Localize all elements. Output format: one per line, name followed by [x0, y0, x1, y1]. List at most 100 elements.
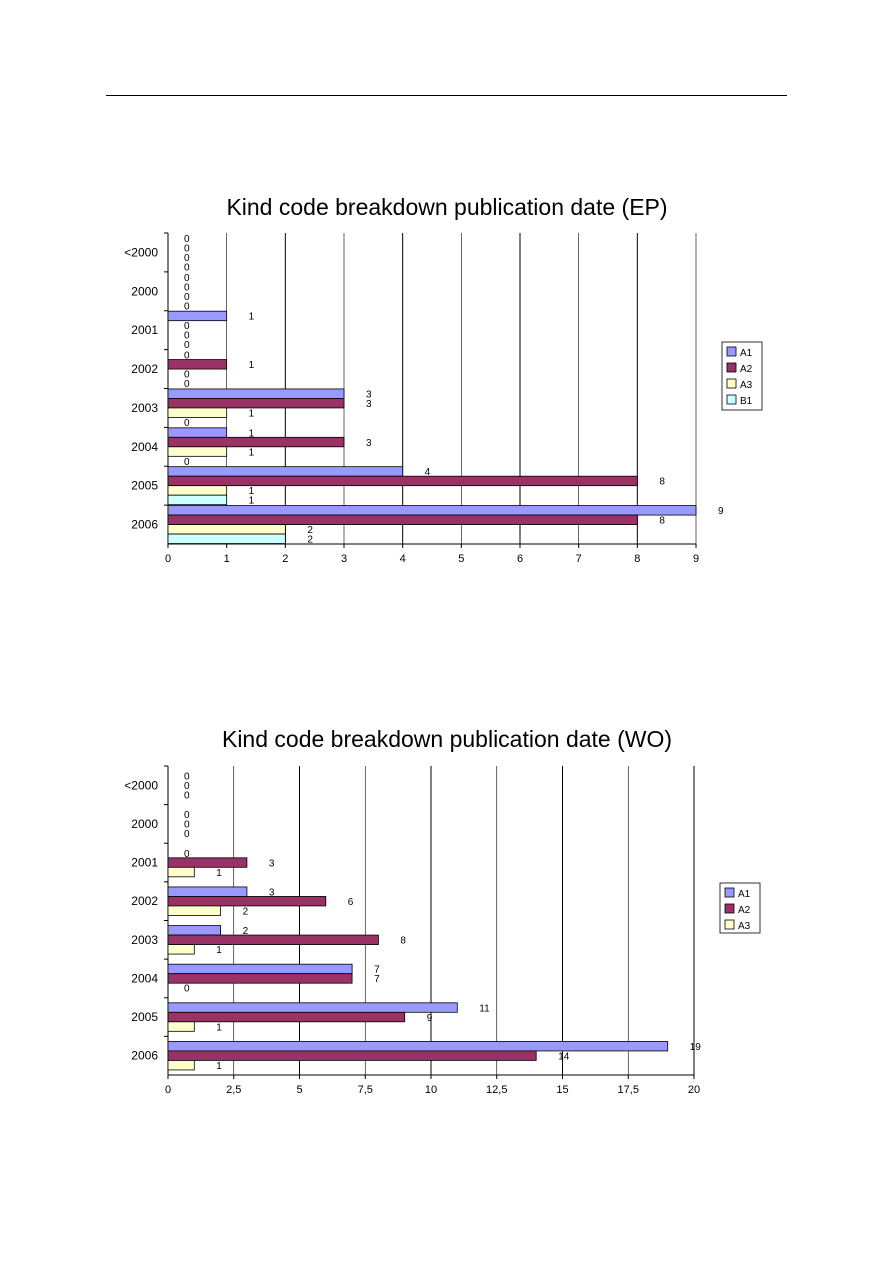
category-label: 2006 — [131, 518, 158, 532]
data-label: 1 — [249, 312, 255, 323]
bar-a2 — [167, 896, 327, 907]
category-label: 2004 — [131, 440, 158, 454]
bar-a2 — [167, 398, 345, 409]
data-label: 4 — [425, 467, 431, 478]
data-label: 1 — [216, 945, 222, 956]
bar-a3 — [167, 446, 228, 457]
category-label: 2001 — [131, 856, 158, 870]
legend-label: A3 — [738, 921, 751, 932]
data-label: 0 — [184, 418, 190, 429]
legend-swatch-a1 — [726, 346, 737, 357]
x-tick-label: 3 — [341, 553, 347, 565]
category-label: 2006 — [131, 1049, 158, 1063]
legend-swatch-a2 — [724, 903, 735, 914]
category-label: 2001 — [131, 323, 158, 337]
data-label: 0 — [184, 810, 190, 821]
data-label: 0 — [184, 321, 190, 332]
x-tick-label: 20 — [688, 1084, 700, 1096]
bar-a3 — [167, 1021, 195, 1032]
bar-a2 — [167, 514, 638, 525]
bar-a1 — [167, 925, 221, 936]
bar-b1 — [167, 533, 286, 544]
bar-a2 — [167, 934, 379, 945]
x-tick-label: 9 — [693, 553, 699, 565]
category-label: 2002 — [131, 362, 158, 376]
data-label: 0 — [184, 331, 190, 342]
data-label: 8 — [659, 477, 665, 488]
data-label: 1 — [216, 1022, 222, 1033]
legend-label: A1 — [738, 889, 751, 900]
bar-a2 — [167, 1011, 406, 1023]
data-label: 0 — [184, 791, 190, 802]
category-label: 2002 — [131, 894, 158, 908]
bar-a3 — [167, 407, 228, 418]
chart-title: Kind code breakdown publication date (WO… — [222, 726, 672, 752]
x-tick-label: 17,5 — [618, 1084, 639, 1096]
data-label: 0 — [184, 292, 190, 303]
data-label: 0 — [184, 273, 190, 284]
x-tick-label: 0 — [165, 553, 171, 565]
data-label: 1 — [249, 496, 255, 507]
bar-a3 — [167, 866, 195, 878]
bar-a2 — [167, 973, 353, 984]
bar-a3 — [167, 1060, 195, 1071]
data-label: 0 — [184, 370, 190, 381]
x-tick-label: 7 — [576, 553, 582, 565]
data-label: 1 — [216, 868, 222, 879]
data-label: 2 — [243, 906, 249, 917]
legend-swatch-a3 — [724, 919, 735, 930]
data-label: 0 — [184, 234, 190, 245]
bar-a2 — [167, 1050, 537, 1061]
category-label: 2005 — [131, 1010, 158, 1024]
x-tick-label: 15 — [556, 1084, 568, 1096]
data-label: 3 — [366, 438, 372, 449]
legend-label: A1 — [740, 348, 753, 359]
category-label: <2000 — [124, 245, 158, 259]
bar-a2 — [167, 857, 248, 868]
data-label: 6 — [348, 897, 354, 908]
x-tick-label: 10 — [425, 1084, 437, 1096]
data-label: 0 — [184, 772, 190, 783]
data-label: 1 — [249, 447, 255, 458]
bar-a1 — [167, 963, 353, 975]
category-label: 2003 — [131, 401, 158, 415]
data-label: 3 — [366, 389, 372, 400]
data-label: 0 — [184, 829, 190, 840]
data-label: 3 — [269, 887, 275, 898]
bar-b1 — [167, 494, 228, 506]
data-label: 0 — [184, 262, 190, 273]
category-label: 2005 — [131, 479, 158, 493]
data-label: 1 — [249, 360, 255, 371]
x-tick-label: 1 — [224, 553, 230, 565]
category-label: <2000 — [124, 778, 158, 792]
bar-a1 — [167, 310, 228, 322]
bar-a2 — [167, 475, 638, 487]
data-label: 7 — [374, 965, 380, 976]
x-tick-label: 0 — [165, 1084, 171, 1096]
data-label: 11 — [479, 1003, 490, 1014]
category-label: 2000 — [131, 817, 158, 831]
data-label: 2 — [243, 926, 249, 937]
data-label: 14 — [558, 1051, 570, 1062]
x-tick-label: 12,5 — [486, 1084, 507, 1096]
data-label: 0 — [184, 781, 190, 792]
chart-title: Kind code breakdown publication date (EP… — [226, 194, 667, 220]
legend-swatch-b1 — [726, 394, 737, 405]
x-tick-label: 2,5 — [226, 1084, 241, 1096]
data-label: 8 — [400, 936, 406, 947]
data-label: 0 — [184, 351, 190, 362]
data-label: 0 — [184, 243, 190, 254]
data-label: 0 — [184, 253, 190, 264]
data-label: 8 — [659, 516, 665, 527]
x-tick-label: 4 — [400, 553, 406, 565]
legend-label: A3 — [740, 380, 753, 391]
data-label: 9 — [718, 506, 724, 517]
data-label: 1 — [249, 428, 255, 439]
data-label: 2 — [307, 525, 313, 536]
legend-label: A2 — [738, 905, 751, 916]
data-label: 1 — [216, 1061, 222, 1072]
category-label: 2003 — [131, 933, 158, 947]
category-label: 2000 — [131, 284, 158, 298]
data-label: 0 — [184, 984, 190, 995]
data-label: 0 — [184, 849, 190, 860]
